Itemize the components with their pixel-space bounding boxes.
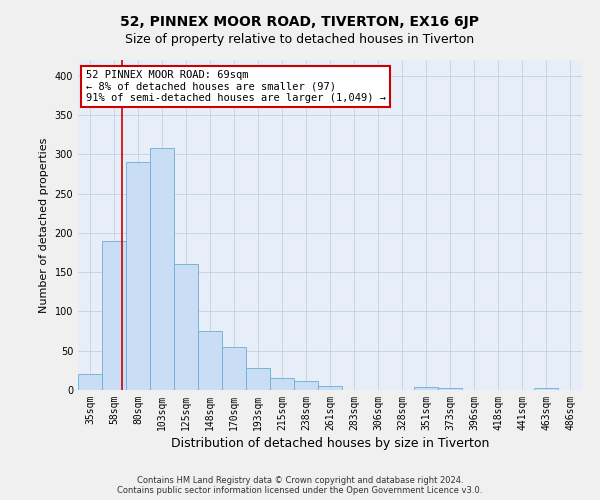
Bar [222,347,246,390]
Bar [318,386,342,390]
Bar [294,380,318,390]
Bar [270,378,294,390]
Text: Size of property relative to detached houses in Tiverton: Size of property relative to detached ho… [125,32,475,46]
Bar [78,374,102,390]
Bar [150,148,174,390]
Bar [126,162,150,390]
Text: 52, PINNEX MOOR ROAD, TIVERTON, EX16 6JP: 52, PINNEX MOOR ROAD, TIVERTON, EX16 6JP [121,15,479,29]
Bar [174,264,198,390]
Bar [246,368,270,390]
Y-axis label: Number of detached properties: Number of detached properties [39,138,49,312]
Bar [414,387,438,390]
Text: Contains HM Land Registry data © Crown copyright and database right 2024.
Contai: Contains HM Land Registry data © Crown c… [118,476,482,495]
Bar [438,388,462,390]
Bar [198,331,222,390]
Text: 52 PINNEX MOOR ROAD: 69sqm
← 8% of detached houses are smaller (97)
91% of semi-: 52 PINNEX MOOR ROAD: 69sqm ← 8% of detac… [86,70,386,103]
Bar [102,240,126,390]
X-axis label: Distribution of detached houses by size in Tiverton: Distribution of detached houses by size … [171,437,489,450]
Bar [534,388,558,390]
